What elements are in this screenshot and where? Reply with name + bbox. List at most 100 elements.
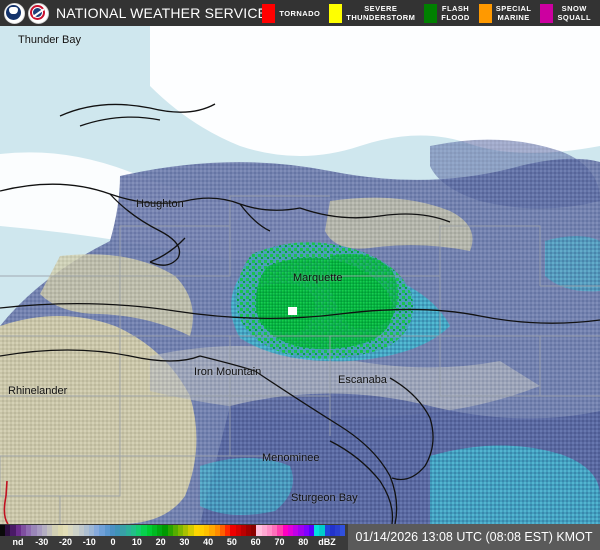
color-ramp-step [209,525,215,536]
color-ramp-step [99,525,105,536]
color-ramp-step [282,525,288,536]
color-ramp-step [261,525,267,536]
warning-legend-item: FLASH FLOOD [424,0,479,26]
color-ramp-step [219,525,226,536]
scale-tick-label: 40 [203,537,214,547]
scale-tick-label: 30 [179,537,190,547]
color-ramp-step [256,525,262,536]
color-ramp-step [109,525,116,536]
color-ramp-step [115,525,121,536]
color-ramp-step [68,525,74,536]
county-boundaries [0,195,600,524]
color-ramp-step [293,525,299,536]
warning-color-swatch [478,3,492,23]
scale-tick-label: 80 [298,537,309,547]
color-ramp-step [73,525,79,536]
warning-legend-label: TORNADO [279,8,321,18]
color-ramp-step [125,525,131,536]
warning-legend-label: FLASH FLOOD [441,4,470,22]
color-ramp-step [277,525,283,536]
scale-tick-label: 70 [274,537,285,547]
warning-color-swatch [424,3,438,23]
color-ramp [0,525,346,536]
color-ramp-step [26,525,32,536]
scale-tick-label: -10 [82,537,96,547]
color-ramp-step [41,525,48,536]
color-ramp-step [78,525,84,536]
color-ramp-step [240,525,247,536]
city-label: Escanaba [338,374,387,386]
color-ramp-step [193,525,199,536]
scale-tick-label: 10 [131,537,142,547]
color-ramp-step [324,525,330,536]
page-title: NATIONAL WEATHER SERVICE [56,5,268,21]
highway-line [3,480,9,524]
city-label: Sturgeon Bay [291,492,358,504]
color-ramp-step [214,525,220,536]
color-ramp-step [177,525,184,536]
city-label: Rhinelander [8,385,68,397]
color-ramp-step [266,525,273,536]
scale-tick-label: 60 [250,537,261,547]
color-ramp-step [136,525,142,536]
scale-tick-labels: nd -30 -20 -10 0 10 20 30 40 50 60 70 80 dBZ [0,537,345,550]
color-ramp-step [151,525,158,536]
scale-tick-label: 20 [155,537,166,547]
scale-tick-label: -30 [35,537,49,547]
scale-tick-label: 0 [110,537,116,547]
reflectivity-scale-bar: nd -30 -20 -10 0 10 20 30 40 50 60 70 80 dBZ 01/14/20… [0,524,600,550]
color-ramp-step [308,525,315,536]
color-ramp-step [298,525,304,536]
warning-legend-item: SPECIAL MARINE [478,0,541,26]
color-ramp-step [335,525,341,536]
color-ramp-step [230,525,236,536]
color-ramp-step [10,525,16,536]
scale-tick-label: 50 [226,537,237,547]
color-ramp-step [5,525,11,536]
color-ramp-step [20,525,27,536]
color-ramp-step [340,525,346,536]
color-ramp-step [198,525,205,536]
color-ramp-step [146,525,152,536]
color-ramp-step [329,525,335,536]
color-ramp-step [162,525,168,536]
color-ramp-step [319,525,325,536]
color-ramp-step [47,525,53,536]
nws-logo-icon [28,2,49,24]
color-ramp-step [251,525,257,536]
scale-tick-label: -20 [59,537,73,547]
color-ramp-step [36,525,42,536]
radar-site-marker[interactable] [288,307,297,315]
color-ramp-step [0,525,6,536]
color-ramp-step [172,525,178,536]
warning-color-swatch [262,3,276,23]
color-ramp-step [15,525,21,536]
noaa-logo-icon [4,2,25,24]
coastline [0,103,600,524]
warning-legend-label: SNOW SQUALL [557,4,591,22]
color-ramp-step [52,525,58,536]
color-ramp-step [83,525,89,536]
warning-legend-label: SEVERE THUNDERSTORM [346,4,416,22]
color-ramp-step [225,525,231,536]
city-label: Iron Mountain [194,366,262,378]
city-label: Marquette [293,272,343,284]
color-ramp-step [57,525,63,536]
timestamp-label: 01/14/2026 13:08 UTC (08:08 EST) KMOT [348,524,600,550]
scale-tick-label: nd [12,537,24,547]
color-ramp-step [130,525,137,536]
color-ramp-step [272,525,278,536]
color-ramp-step [303,525,309,536]
color-ramp-step [246,525,252,536]
warning-legend-item: TORNADO [262,0,329,26]
color-ramp-step [167,525,173,536]
color-ramp-step [314,525,320,536]
color-ramp-step [287,525,294,536]
color-ramp-step [31,525,37,536]
warning-legend-label: SPECIAL MARINE [495,4,532,22]
color-ramp-step [88,525,95,536]
radar-map[interactable]: Thunder Bay Houghton Marquette Iron Mountai… [0,26,600,524]
color-ramp-step [120,525,126,536]
warning-color-swatch [540,3,554,23]
city-label: Menominee [262,452,320,464]
